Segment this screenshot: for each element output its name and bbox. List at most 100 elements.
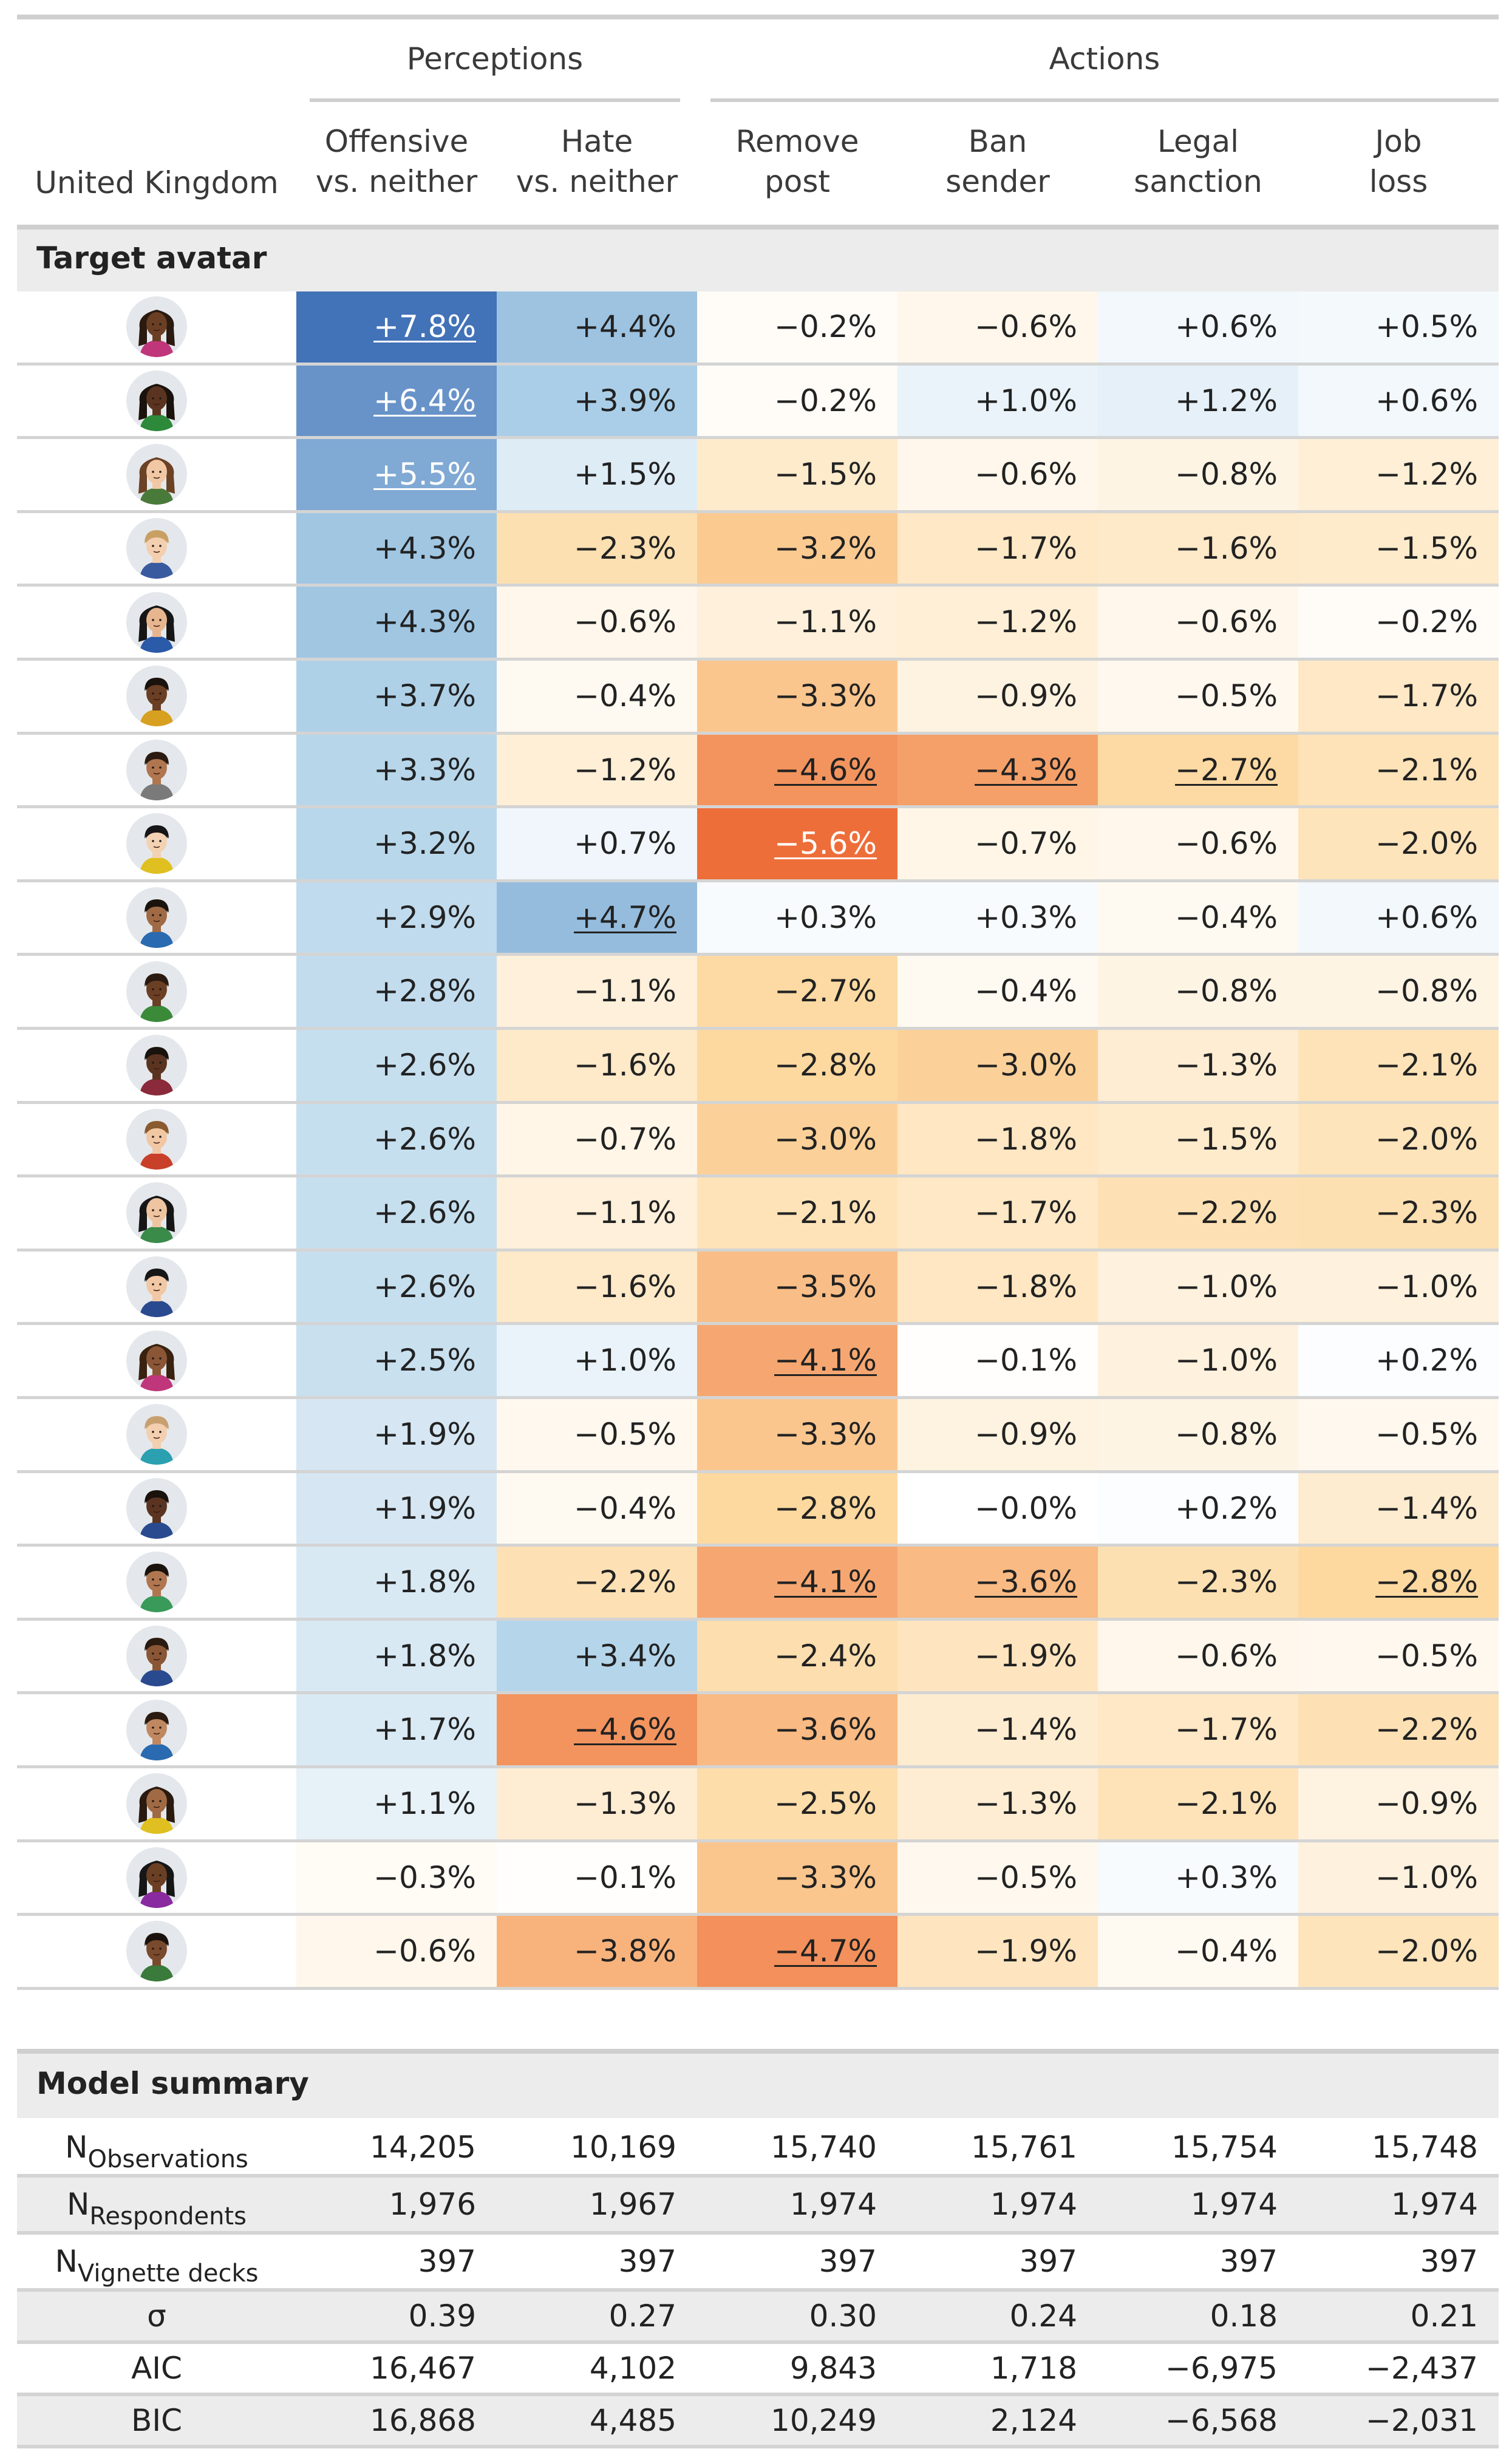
column-header: Job loss (1298, 121, 1499, 202)
table-row: +1.9% −0.4% −2.8% −0.0% +0.2% −1.4% (17, 1473, 1499, 1544)
summary-value: 14,205 (370, 2130, 476, 2165)
row-divider (17, 509, 1499, 513)
value-cell: +2.9% (296, 882, 497, 953)
avatar-icon (126, 1699, 187, 1760)
value-cell: −2.5% (697, 1768, 897, 1839)
value-cell: +0.3% (697, 882, 897, 953)
value-cell: −2.8% (697, 1473, 897, 1544)
value-cell: +1.0% (497, 1325, 697, 1396)
value-cell: −2.2% (497, 1547, 697, 1618)
avatar-icon (126, 296, 187, 358)
value-cell: −1.9% (897, 1916, 1098, 1987)
value-cell: +1.9% (296, 1399, 497, 1470)
summary-value: 4,485 (589, 2403, 676, 2438)
value-cell: −1.2% (1298, 439, 1499, 510)
avatar-icon (126, 739, 187, 800)
summary-value: 1,974 (990, 2187, 1077, 2222)
value-cell: −1.8% (897, 1251, 1098, 1323)
value-cell: −3.3% (697, 1399, 897, 1470)
value-cell: +1.1% (296, 1768, 497, 1839)
value-cell: −5.6% (697, 808, 897, 879)
value-cell: +1.8% (296, 1620, 497, 1692)
summary-value: 15,748 (1372, 2130, 1478, 2165)
summary-value: 9,843 (789, 2351, 877, 2386)
table-row: +5.5% +1.5% −1.5% −0.6% −0.8% −1.2% (17, 439, 1499, 510)
value-cell: −1.0% (1298, 1251, 1499, 1323)
section-model-summary: Model summary (17, 2052, 1499, 2118)
section-target-avatar: Target avatar (17, 230, 1499, 291)
summary-value: −6,975 (1165, 2351, 1278, 2386)
value-cell: −0.8% (1298, 956, 1499, 1027)
value-cell: +0.6% (1098, 291, 1298, 363)
table-row: +3.2% +0.7% −5.6% −0.7% −0.6% −2.0% (17, 808, 1499, 879)
row-divider (17, 1986, 1499, 1990)
table-row: +2.6% −1.1% −2.1% −1.7% −2.2% −2.3% (17, 1177, 1499, 1249)
summary-row: NVignette decks 397 397 397 397 397 397 (17, 2235, 1499, 2288)
summary-row: σ 0.39 0.27 0.30 0.24 0.18 0.21 (17, 2292, 1499, 2340)
summary-value: 1,974 (1391, 2187, 1478, 2222)
value-cell: −0.6% (1098, 587, 1298, 658)
summary-value: 10,169 (570, 2130, 676, 2165)
summary-value: 397 (1019, 2244, 1077, 2279)
value-cell: −1.2% (897, 587, 1098, 658)
value-cell: −1.4% (897, 1694, 1098, 1765)
table-row: +2.5% +1.0% −4.1% −0.1% −1.0% +0.2% (17, 1325, 1499, 1396)
column-header-line1: Remove (735, 124, 859, 159)
value-cell: +7.8% (296, 291, 497, 363)
value-cell: −0.2% (1298, 587, 1499, 658)
avatar-icon (126, 1108, 187, 1170)
value-cell: −1.7% (1098, 1694, 1298, 1765)
avatar-icon (126, 1404, 187, 1465)
summary-value: 397 (1420, 2244, 1478, 2279)
table-row: +2.9% +4.7% +0.3% +0.3% −0.4% +0.6% (17, 882, 1499, 953)
row-divider (17, 1248, 1499, 1252)
column-header-line2: sanction (1134, 164, 1262, 199)
summary-label-main: σ (147, 2298, 166, 2334)
avatar-icon (126, 591, 187, 653)
summary-label: NVignette decks (17, 2235, 296, 2300)
summary-value: 0.21 (1410, 2298, 1478, 2334)
row-divider (17, 658, 1499, 661)
summary-label-main: N (67, 2187, 90, 2222)
value-cell: −1.0% (1298, 1842, 1499, 1913)
value-cell: +4.3% (296, 513, 497, 584)
summary-value: 0.24 (1009, 2298, 1077, 2334)
row-divider (17, 805, 1499, 809)
value-cell: +3.4% (497, 1620, 697, 1692)
value-cell: −0.8% (1098, 1399, 1298, 1470)
row-divider (17, 2393, 1499, 2396)
summary-label-main: AIC (131, 2351, 182, 2386)
value-cell: +3.3% (296, 734, 497, 806)
table-row: +2.6% −1.6% −2.8% −3.0% −1.3% −2.1% (17, 1030, 1499, 1101)
value-cell: −1.1% (497, 1177, 697, 1249)
value-cell: −1.0% (1098, 1325, 1298, 1396)
column-header-line1: Offensive (324, 124, 469, 159)
summary-label: NRespondents (17, 2178, 296, 2243)
column-header: Hate vs. neither (497, 121, 697, 202)
value-cell: −2.1% (1098, 1768, 1298, 1839)
avatar-icon (126, 444, 187, 505)
row-divider (17, 1027, 1499, 1030)
value-cell: +2.6% (296, 1030, 497, 1101)
column-header-line2: post (765, 164, 830, 199)
value-cell: +0.7% (497, 808, 697, 879)
avatar-icon (126, 961, 187, 1022)
avatar-icon (126, 518, 187, 579)
avatar-icon (126, 370, 187, 431)
value-cell: −3.8% (497, 1916, 697, 1987)
value-cell: −4.6% (497, 1694, 697, 1765)
row-divider (17, 2445, 1499, 2448)
summary-value: 397 (418, 2244, 476, 2279)
value-cell: −0.2% (697, 291, 897, 363)
table-row: +1.7% −4.6% −3.6% −1.4% −1.7% −2.2% (17, 1694, 1499, 1765)
column-header-line1: Hate (560, 124, 633, 159)
summary-value: 1,974 (789, 2187, 877, 2222)
value-cell: +0.3% (1098, 1842, 1298, 1913)
avatar-icon (126, 1477, 187, 1539)
value-cell: −2.8% (1298, 1547, 1499, 1618)
summary-value: 397 (1219, 2244, 1278, 2279)
table-row: +4.3% −0.6% −1.1% −1.2% −0.6% −0.2% (17, 587, 1499, 658)
value-cell: +0.2% (1298, 1325, 1499, 1396)
row-divider (17, 1839, 1499, 1842)
